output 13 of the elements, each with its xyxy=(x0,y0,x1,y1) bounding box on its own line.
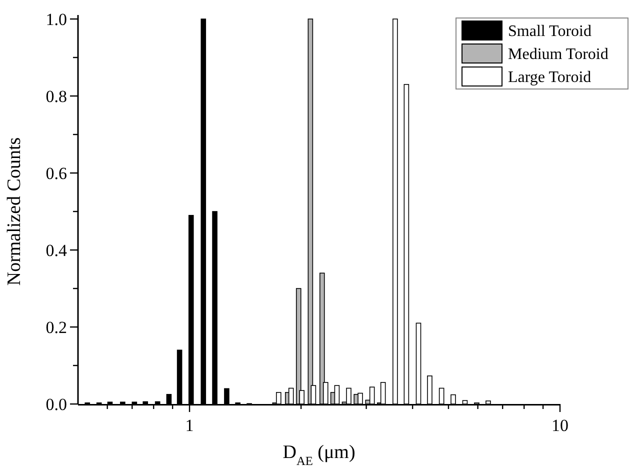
legend-label: Medium Toroid xyxy=(508,46,608,63)
legend-label: Large Toroid xyxy=(508,69,592,86)
x-tick-label: 1 xyxy=(185,416,194,435)
y-tick-label: 0.6 xyxy=(46,164,67,183)
y-axis-title: Normalized Counts xyxy=(4,137,25,286)
y-tick-label: 0.8 xyxy=(46,87,67,106)
y-tick-label: 1.0 xyxy=(46,10,67,29)
x-axis-title: D$_{AE}$ (μm) xyxy=(282,442,356,468)
legend-label: Small Toroid xyxy=(508,23,592,40)
x-tick-label: 10 xyxy=(552,416,568,435)
y-tick-label: 0.2 xyxy=(46,318,67,337)
y-tick-label: 0.0 xyxy=(46,395,67,414)
y-tick-label: 0.4 xyxy=(46,241,68,260)
